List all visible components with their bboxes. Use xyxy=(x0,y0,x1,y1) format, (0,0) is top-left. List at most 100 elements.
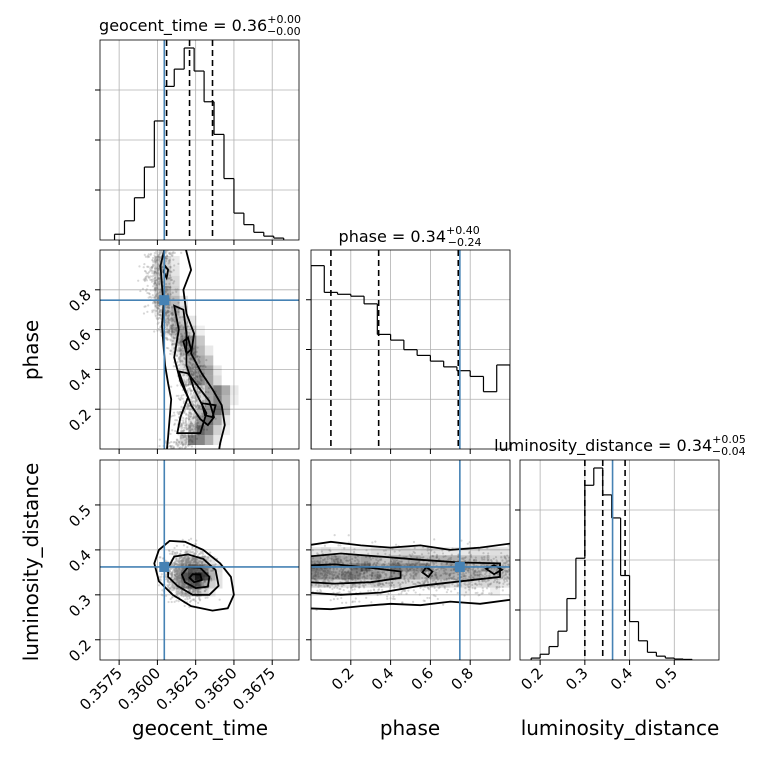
density-cell xyxy=(370,547,381,556)
sample-point xyxy=(183,363,186,367)
sample-point xyxy=(157,321,160,324)
sample-point xyxy=(175,577,179,581)
density-cell xyxy=(196,375,205,386)
sample-point xyxy=(184,557,187,560)
sample-point xyxy=(389,571,392,574)
sample-point xyxy=(464,591,468,594)
sample-point xyxy=(434,594,437,598)
sample-point xyxy=(356,577,360,580)
sample-point xyxy=(168,549,171,553)
sample-point xyxy=(173,587,176,590)
sample-point xyxy=(166,338,169,341)
sample-point xyxy=(496,586,499,589)
sample-point xyxy=(337,557,340,560)
sample-point xyxy=(204,596,207,600)
density-cell xyxy=(188,415,197,426)
density-cell xyxy=(350,555,361,564)
sample-point xyxy=(188,412,191,415)
sample-point xyxy=(165,330,169,333)
sample-point xyxy=(185,592,189,596)
sample-point xyxy=(406,569,410,572)
sample-point xyxy=(354,579,357,582)
sample-point xyxy=(175,394,178,397)
density-cell xyxy=(179,435,189,446)
sample-point xyxy=(145,289,148,292)
sample-point xyxy=(428,548,431,551)
sample-point xyxy=(177,350,180,353)
sample-point xyxy=(189,424,193,427)
sample-point xyxy=(180,580,183,583)
sample-point xyxy=(410,574,413,577)
sample-point xyxy=(199,550,202,554)
sample-point xyxy=(181,430,184,433)
sample-point xyxy=(365,577,368,580)
sample-point xyxy=(176,288,179,291)
sample-point xyxy=(175,569,179,572)
sample-point xyxy=(407,589,410,592)
sample-point xyxy=(456,585,460,588)
sample-point xyxy=(183,574,186,578)
sample-point xyxy=(177,440,180,444)
sample-point xyxy=(175,333,178,336)
density-cell xyxy=(221,385,231,396)
sample-point xyxy=(439,574,442,577)
sample-point xyxy=(157,277,160,280)
sample-point xyxy=(197,569,200,572)
sample-point xyxy=(205,588,208,591)
sample-point xyxy=(198,355,201,359)
sample-point xyxy=(180,555,183,559)
sample-point xyxy=(477,569,480,573)
sample-point xyxy=(176,579,179,582)
sample-point xyxy=(446,588,449,591)
sample-point xyxy=(203,555,206,558)
sample-point xyxy=(338,587,341,591)
sample-point xyxy=(186,407,189,410)
sample-point xyxy=(190,587,193,590)
sample-point xyxy=(172,586,175,589)
sample-point xyxy=(156,267,159,270)
sample-point xyxy=(151,285,155,288)
sample-point xyxy=(180,570,183,573)
sample-point xyxy=(351,576,354,579)
sample-point xyxy=(147,276,150,279)
sample-point xyxy=(153,281,157,284)
sample-point xyxy=(188,557,191,560)
sample-point xyxy=(425,562,429,565)
sample-point xyxy=(439,567,442,570)
sample-point xyxy=(426,580,430,584)
sample-point xyxy=(175,592,178,595)
sample-point xyxy=(194,421,197,424)
sample-point xyxy=(178,358,181,362)
sample-point xyxy=(355,571,359,574)
y-tick-label: 0.4 xyxy=(65,366,95,396)
sample-point xyxy=(167,316,170,319)
sample-point xyxy=(173,328,177,332)
density-cell xyxy=(181,564,189,573)
sample-point xyxy=(326,584,330,587)
sample-point xyxy=(370,569,373,572)
sample-point xyxy=(503,569,506,572)
sample-point xyxy=(171,589,174,592)
sample-point xyxy=(195,355,198,359)
sample-point xyxy=(190,396,193,399)
sample-point xyxy=(164,312,168,315)
sample-point xyxy=(376,552,379,555)
sample-point xyxy=(406,571,409,574)
sample-point xyxy=(501,559,504,562)
sample-point xyxy=(186,585,190,588)
sample-point xyxy=(179,398,182,401)
sample-point xyxy=(178,447,181,449)
sample-point xyxy=(391,581,394,584)
sample-point xyxy=(189,560,192,563)
sample-point xyxy=(153,251,156,255)
sample-point xyxy=(387,567,390,570)
sample-point xyxy=(474,582,477,585)
sample-point xyxy=(181,581,185,585)
sample-point xyxy=(188,588,191,591)
sample-point xyxy=(196,375,199,378)
sample-point xyxy=(207,556,210,559)
sample-point xyxy=(156,329,159,332)
sample-point xyxy=(182,422,185,425)
sample-point xyxy=(185,436,188,440)
sample-point xyxy=(193,427,197,431)
